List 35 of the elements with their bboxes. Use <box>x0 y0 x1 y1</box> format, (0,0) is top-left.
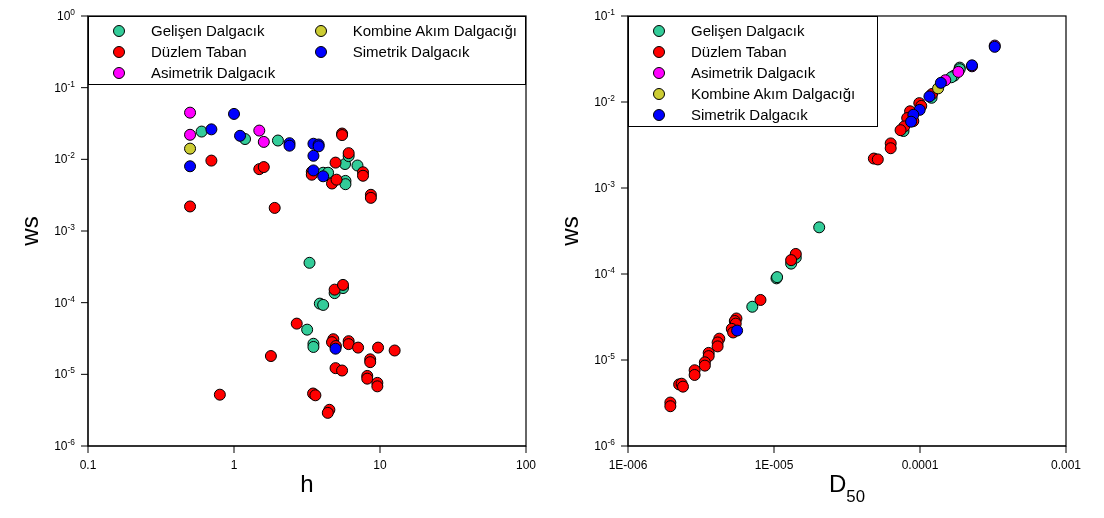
y-tick-label: 10$^{-6}$ <box>54 437 76 453</box>
y-tick-label: 10$^{-5}$ <box>594 351 616 367</box>
legend-label: Düzlem Taban <box>691 43 787 60</box>
x-tick-label: 1 <box>230 458 238 472</box>
y-tick-label: 10$^{-2}$ <box>54 150 76 167</box>
y-tick-label: 10$^{-1}$ <box>594 7 616 23</box>
y-tick-label: 10$^{-5}$ <box>54 365 76 382</box>
y-axis-title: ws <box>16 216 43 247</box>
legend-label: Gelişen Dalgacık <box>151 22 265 39</box>
x-tick-label: 100 <box>515 458 537 472</box>
legend-label: Kombine Akım Dalgacığı <box>352 22 517 39</box>
legend-label: Simetrik Dalgacık <box>352 43 470 60</box>
legend-label: Asimetrik Dalgacık <box>151 64 276 81</box>
legend-label: Kombine Akım Dalgacığı <box>691 85 856 102</box>
y-tick-label: 10$^{-3}$ <box>594 179 616 195</box>
x-tick-label: 0.0001 <box>901 458 939 472</box>
y-tick-label: 10$^{-3}$ <box>54 222 76 238</box>
legend-label: Simetrik Dalgacık <box>691 106 808 123</box>
y-tick-label: 10$^{0}$ <box>56 7 76 23</box>
x-tick-label: 10 <box>373 458 387 472</box>
x-tick-label: 1E-005 <box>754 458 794 472</box>
x-tick-label: 0.001 <box>1050 458 1082 472</box>
legend-label: Asimetrik Dalgacık <box>691 64 816 81</box>
y-tick-label: 10$^{-4}$ <box>594 265 616 281</box>
y-tick-label: 10$^{-6}$ <box>594 437 616 453</box>
x-tick-label: 1E-006 <box>608 458 648 472</box>
x-axis-title: D$_{50}$ <box>828 470 866 506</box>
legend-label: Gelişen Dalgacık <box>691 22 805 39</box>
y-axis-title: ws <box>556 216 583 247</box>
legend-label: Düzlem Taban <box>151 43 247 60</box>
y-tick-label: 10$^{-1}$ <box>54 78 76 95</box>
y-tick-label: 10$^{-2}$ <box>594 93 616 109</box>
y-tick-label: 10$^{-4}$ <box>54 293 76 310</box>
x-axis-title: h <box>300 470 314 497</box>
x-tick-label: 0.1 <box>79 458 97 472</box>
